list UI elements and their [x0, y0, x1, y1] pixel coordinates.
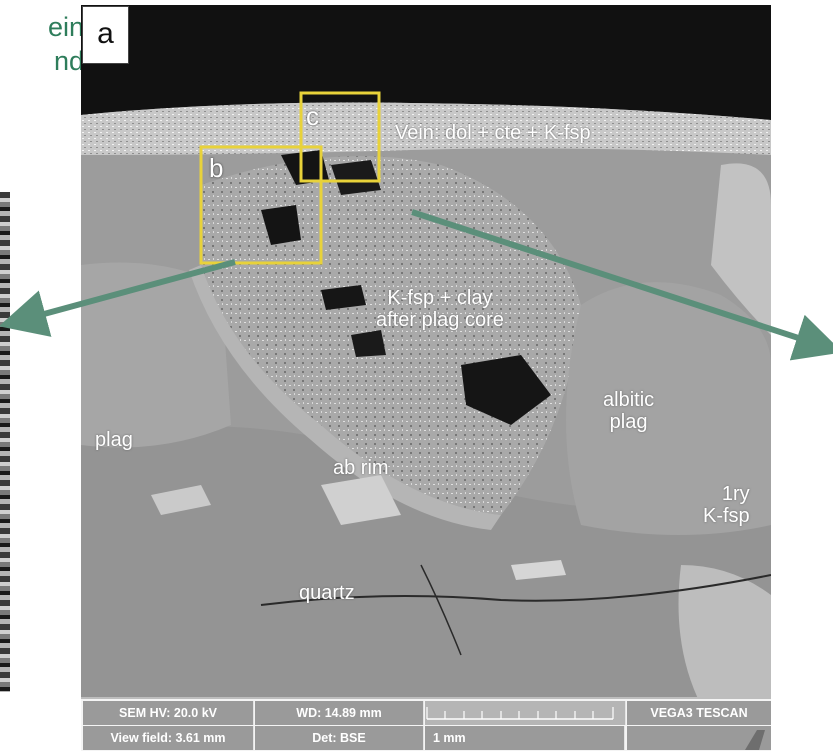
- panel-letter-a: a: [82, 6, 129, 64]
- subregion-box-b: [199, 145, 323, 265]
- caption-fragment: ein nd: [47, 12, 84, 76]
- arrow-right: [411, 209, 833, 361]
- label-quartz: quartz: [299, 582, 355, 604]
- subpanel-letter-b: b: [209, 153, 224, 183]
- sem-micrograph: a b c Vein: dol + cte + K-fsp K-fsp + cl…: [81, 5, 771, 751]
- label-ab-rim: ab rim: [333, 457, 389, 479]
- micrograph-texture: [81, 5, 771, 751]
- sem-brand: VEGA3 TESCAN: [627, 701, 771, 725]
- scale-bar: [425, 701, 626, 725]
- subregion-box-c: [299, 91, 381, 183]
- sem-wd: WD: 14.89 mm: [255, 701, 424, 725]
- tescan-logo: [627, 726, 771, 750]
- sem-detector: Det: BSE: [255, 726, 424, 750]
- arrow-left: [0, 259, 236, 337]
- label-primary-kfsp: 1ry K-fsp: [703, 483, 750, 527]
- label-core: K-fsp + clay after plag core: [376, 287, 504, 331]
- label-plag: plag: [95, 429, 133, 451]
- label-vein: Vein: dol + cte + K-fsp: [395, 122, 591, 144]
- tescan-logo-icon: [745, 730, 765, 750]
- sem-hv: SEM HV: 20.0 kV: [83, 701, 254, 725]
- adjacent-image-edge: [0, 192, 10, 692]
- label-albitic-plag: albitic plag: [603, 389, 655, 433]
- subpanel-letter-c: c: [306, 101, 319, 131]
- scale-ticks: [426, 707, 614, 720]
- sem-data-bar: SEM HV: 20.0 kV WD: 14.89 mm VEGA3 TESCA…: [81, 697, 771, 751]
- scale-label: 1 mm: [425, 726, 625, 750]
- sem-view-field: View field: 3.61 mm: [83, 726, 254, 750]
